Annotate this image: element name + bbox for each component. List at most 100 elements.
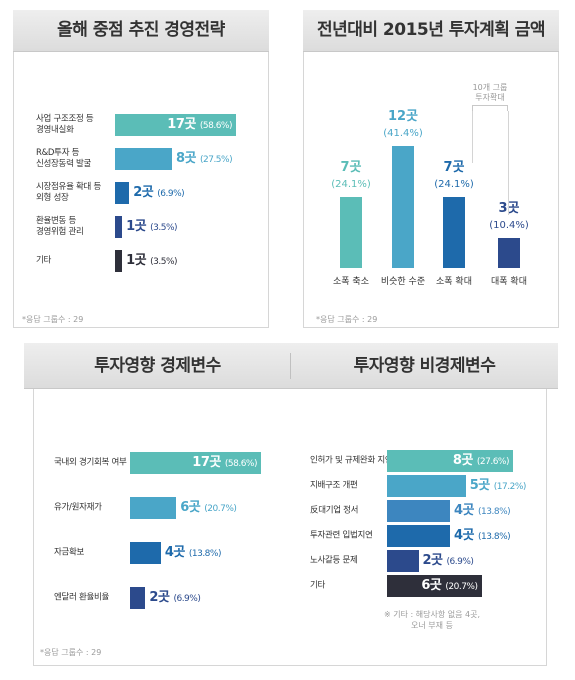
bar-percent: (10.4%) xyxy=(489,219,529,231)
panel-strategy: 올해 중점 추진 경영전략 사업 구조조정 등 경영내실화 17곳 (58.6%)… xyxy=(13,10,269,328)
panel-investment-plan-note: *응답 그룹수 : 29 xyxy=(316,315,378,324)
bracket-stem-left xyxy=(472,111,473,163)
bracket-note: 10개 그룹 투자확대 xyxy=(472,83,508,102)
bar-value: 6곳 xyxy=(180,500,205,515)
bar-percent: (3.5%) xyxy=(150,257,178,267)
chart-strategy: 사업 구조조정 등 경영내실화 17곳 (58.6%) R&D투자 등 신성장동력 … xyxy=(14,11,270,329)
bar xyxy=(115,114,236,136)
bar xyxy=(340,196,362,268)
bar-label: 엔달러 환율비율 xyxy=(54,592,110,603)
bar-value-label: 5곳 (17.2%) xyxy=(470,475,527,498)
bar-percent: (6.9%) xyxy=(173,594,201,604)
bar-label: 기타 xyxy=(310,580,326,591)
bar xyxy=(130,542,161,564)
bar-value-label: 6곳 (20.7%) xyxy=(387,575,478,598)
bar-value: 7곳 xyxy=(340,159,362,175)
bar-value-label: 2곳 (6.9%) xyxy=(423,550,474,573)
bar xyxy=(498,237,520,268)
chart-investment-plan: 7곳 (24.1%) 소폭 축소 12곳 (41.4%) 비슷한 수준 7곳 (24.1%) 소… xyxy=(304,11,560,329)
bar-label: 시장점유율 확대 등 외형 성장 xyxy=(36,182,101,203)
category-label: 비슷한 수준 xyxy=(380,277,426,287)
bar-value: 2곳 xyxy=(149,590,174,605)
bar-percent: (3.5%) xyxy=(150,223,178,233)
bar-value: 2곳 xyxy=(133,185,158,200)
bar-percent: (13.8%) xyxy=(188,549,222,559)
bar xyxy=(115,148,172,170)
panel-noneconomic-title: 투자영향 비경제변수 xyxy=(353,356,496,376)
bar xyxy=(387,575,482,597)
bar-label: 인허가 및 규제완화 지연 xyxy=(310,455,393,466)
bar xyxy=(130,452,261,474)
category-label: 소폭 축소 xyxy=(333,277,369,287)
bar-value-label: 8곳 (27.6%) xyxy=(387,450,510,473)
bar-percent: (58.6%) xyxy=(224,459,258,469)
bar-value: 6곳 xyxy=(421,578,446,593)
bar xyxy=(387,475,466,497)
bar-value-label: 17곳 (58.6%) xyxy=(115,114,232,137)
panel-economic-note: *응답 그룹수 : 29 xyxy=(40,648,102,657)
bar-value: 7곳 xyxy=(443,159,465,175)
bar-label: 사업 구조조정 등 경영내실화 xyxy=(36,114,94,135)
panel-variables: 투자영향 경제변수 투자영향 비경제변수 국내외 경기회복 여부 17곳 (58.… xyxy=(24,343,558,667)
bar-percent: (17.2%) xyxy=(493,482,527,492)
chart-economic: 국내외 경기회복 여부 17곳 (58.6%) 유가/원자재가 6곳 (20.7%) 자… xyxy=(34,344,291,667)
bar-percent: (27.6%) xyxy=(476,457,510,467)
bar-value-label: 3곳 (10.4%) xyxy=(474,200,544,234)
bar-value-label: 12곳 (41.4%) xyxy=(368,108,438,142)
bar xyxy=(130,587,146,609)
bar-value: 4곳 xyxy=(454,503,479,518)
bar-percent: (13.8%) xyxy=(478,507,511,517)
bar-value-label: 4곳 (13.8%) xyxy=(454,525,511,548)
bar-label: 기타 xyxy=(36,255,52,266)
bar xyxy=(387,525,450,547)
bar-percent: (13.8%) xyxy=(478,532,511,542)
bar xyxy=(115,250,123,272)
panel-strategy-title: 올해 중점 추진 경영전략 xyxy=(13,10,269,52)
bracket-line xyxy=(472,105,508,111)
bar xyxy=(387,450,513,472)
bar-value: 3곳 xyxy=(474,200,544,217)
bar-label: 지배구조 개편 xyxy=(310,480,358,491)
bar-percent: (6.9%) xyxy=(446,557,474,567)
bar-value: 2곳 xyxy=(422,553,447,568)
bar xyxy=(443,196,465,268)
bar-value: 4곳 xyxy=(454,528,479,543)
bar-value: 17곳 xyxy=(167,117,200,132)
bar-label: 노사갈등 문제 xyxy=(310,555,358,566)
bar-value-label: 2곳 (6.9%) xyxy=(133,182,184,205)
bar-percent: (24.1%) xyxy=(434,178,474,190)
bar-value-label: 4곳 (13.8%) xyxy=(165,542,222,565)
bar-value: 8곳 xyxy=(452,453,477,468)
panel-economic-title: 투자영향 경제변수 xyxy=(94,356,221,376)
bar-value-label: 2곳 (6.9%) xyxy=(149,587,200,610)
bar xyxy=(115,182,130,204)
bar-value-label: 4곳 (13.8%) xyxy=(454,500,511,523)
panel-investment-plan-title: 전년대비 2015년 투자계획 금액 xyxy=(303,10,559,52)
bar xyxy=(387,550,419,572)
bar-value: 12곳 xyxy=(387,109,419,124)
bracket-stem-right xyxy=(508,111,509,215)
bar-value-label: 17곳 (58.6%) xyxy=(130,452,257,475)
category-label: 대폭 확대 xyxy=(491,277,527,287)
bar-value-label: 1곳 (3.5%) xyxy=(126,216,177,239)
bar-label: 反대기업 정서 xyxy=(310,505,359,516)
panel-noneconomic-footnote: ※ 기타 : 해당사항 없음 4곳, 오너 부재 등 xyxy=(384,610,480,630)
bar-label: 자금확보 xyxy=(54,547,85,558)
bar-value-label: 1곳 (3.5%) xyxy=(126,250,177,273)
bar-percent: (20.7%) xyxy=(204,504,237,514)
category-label: 소폭 확대 xyxy=(436,277,472,287)
bar-percent: (58.6%) xyxy=(199,121,233,131)
chart-noneconomic: 인허가 및 규제완화 지연 8곳 (27.6%) 지배구조 개편 5곳 (17.2%)… xyxy=(291,344,548,667)
bar-label: 유가/원자재가 xyxy=(54,502,102,513)
bar-value-label: 7곳 (24.1%) xyxy=(419,159,489,193)
bar-label: R&D투자 등 신성장동력 발굴 xyxy=(36,148,92,169)
bar-label: 환율변동 등 경영위험 관리 xyxy=(36,216,84,237)
bar-percent: (20.7%) xyxy=(445,582,478,592)
panel-investment-plan: 전년대비 2015년 투자계획 금액 7곳 (24.1%) 소폭 축소 12곳 (41.… xyxy=(303,10,559,328)
panel-strategy-note: *응답 그룹수 : 29 xyxy=(22,315,84,324)
bar-value-label: 7곳 (24.1%) xyxy=(316,159,386,193)
bar-percent: (6.9%) xyxy=(157,189,185,199)
bar-value: 8곳 xyxy=(175,151,200,166)
bar xyxy=(387,500,450,522)
bar-percent: (41.4%) xyxy=(383,128,423,139)
